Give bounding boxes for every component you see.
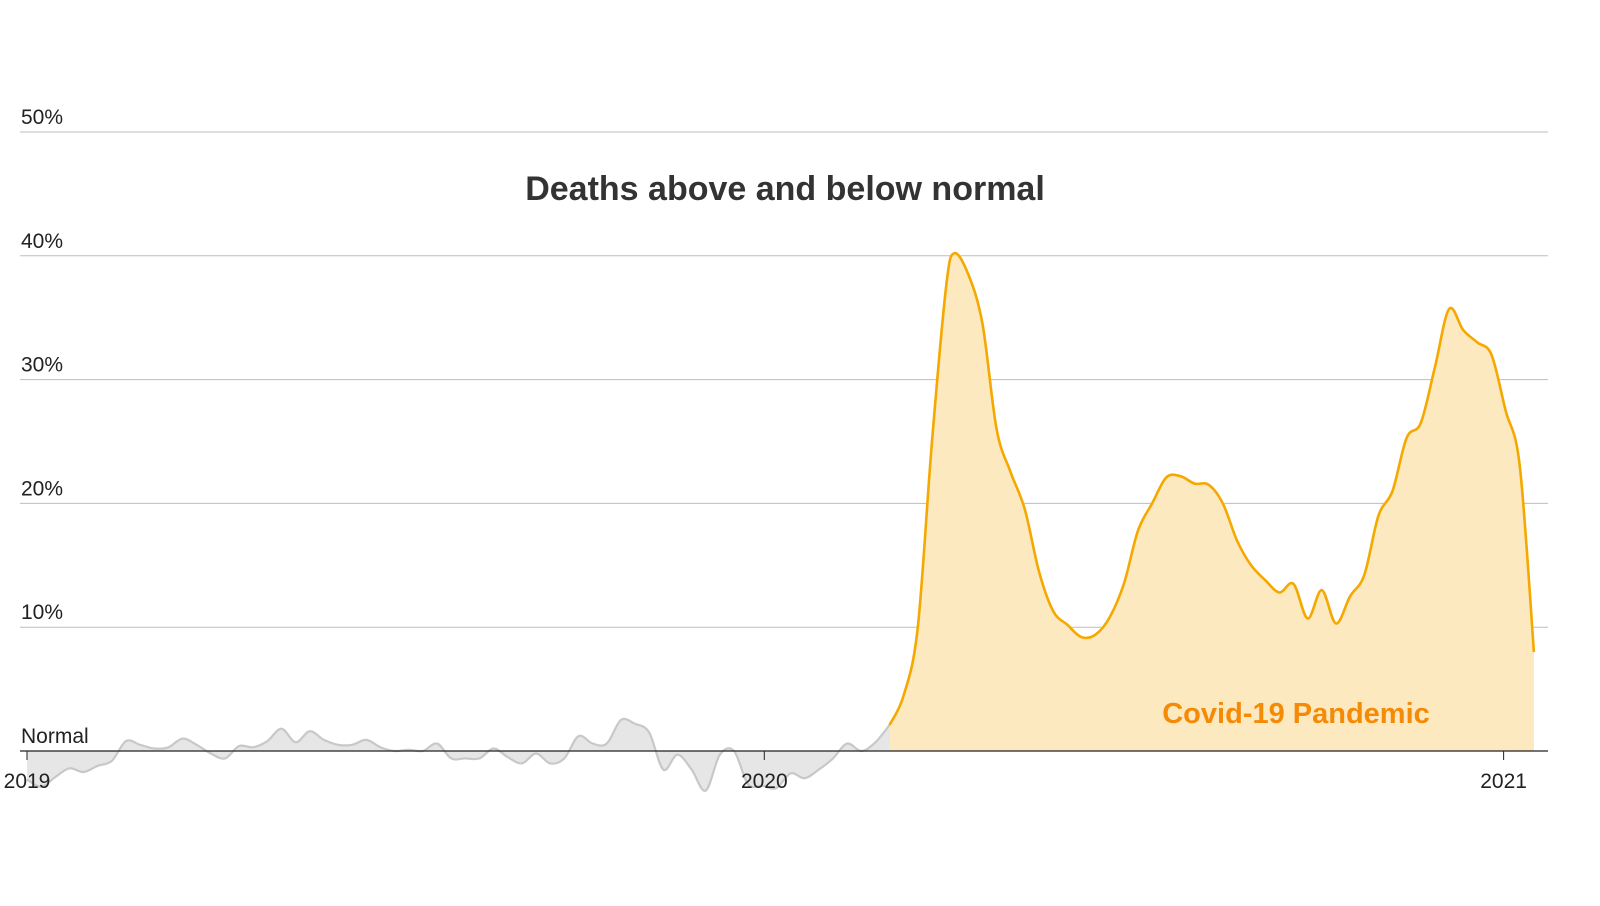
pandemic-area <box>889 253 1534 752</box>
y-tick-label: 40% <box>21 230 63 253</box>
y-tick-label: 50% <box>21 106 63 129</box>
gridlines: 10% 20% 30% 40% 50% <box>20 106 1548 628</box>
pandemic-line <box>888 251 1536 726</box>
y-tick-label: 20% <box>21 477 63 500</box>
pre_pandemic-line <box>26 717 891 792</box>
x-tick-label: 2019 <box>4 770 51 793</box>
chart-title: Deaths above and below normal <box>525 170 1045 208</box>
areas <box>27 253 1534 791</box>
baseline-label: Normal <box>21 725 89 748</box>
x-tick-label: 2020 <box>741 770 788 793</box>
y-tick-label: 30% <box>21 354 63 377</box>
x-axis: 2019 2020 2021 <box>4 750 1548 793</box>
pandemic-annotation: Covid-19 Pandemic <box>1162 698 1430 730</box>
pre_pandemic-area <box>27 718 890 791</box>
y-tick-label: 10% <box>21 601 63 624</box>
series-lines <box>26 251 1536 792</box>
x-tick-label: 2021 <box>1480 770 1527 793</box>
labels: Deaths above and below normal Normal Cov… <box>21 170 1430 748</box>
